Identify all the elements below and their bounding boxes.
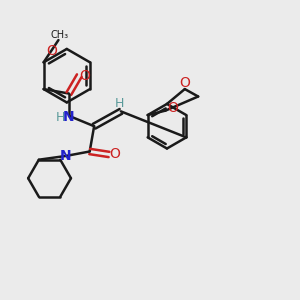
Text: O: O (167, 100, 178, 115)
Text: N: N (60, 149, 72, 163)
Text: H: H (115, 97, 124, 110)
Text: H: H (56, 111, 65, 124)
Text: O: O (179, 76, 190, 89)
Text: O: O (46, 44, 57, 58)
Text: N: N (63, 110, 75, 124)
Text: CH₃: CH₃ (51, 30, 69, 40)
Text: O: O (79, 69, 90, 83)
Text: O: O (109, 148, 120, 161)
